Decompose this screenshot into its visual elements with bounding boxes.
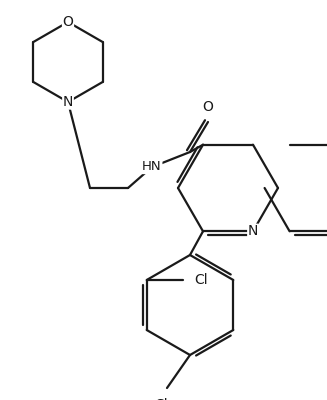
Text: O: O (202, 100, 214, 114)
Text: N: N (248, 224, 258, 238)
Text: Cl: Cl (195, 273, 208, 287)
Text: O: O (62, 15, 74, 29)
Text: HN: HN (142, 160, 162, 174)
Text: Cl: Cl (154, 398, 168, 400)
Text: N: N (63, 95, 73, 109)
